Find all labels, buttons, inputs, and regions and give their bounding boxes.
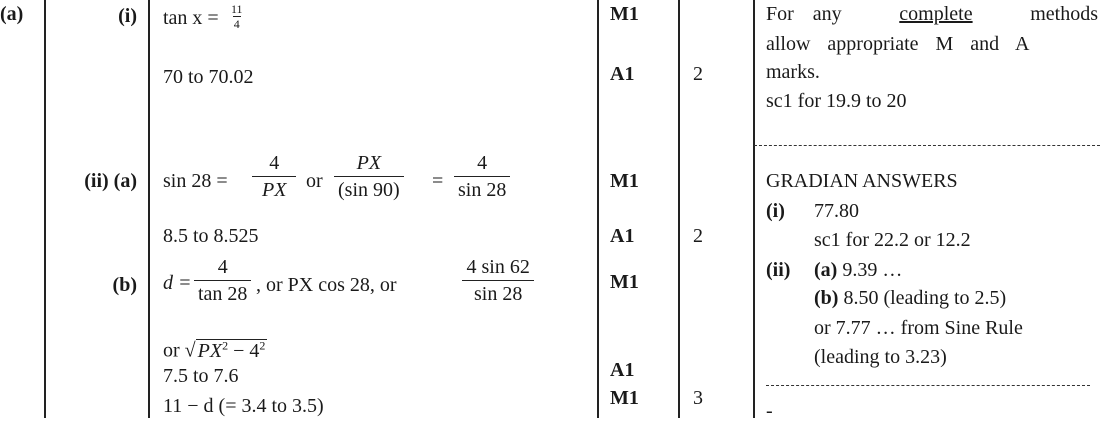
gradian-value: 9.39 …	[842, 259, 903, 281]
fraction-numerator: 11	[231, 2, 243, 16]
answer-ii-a: 8.5 to 8.525	[163, 225, 259, 247]
alternative-methods: , or PX cos 28, or	[256, 274, 397, 296]
fraction-denominator: PX	[252, 176, 297, 201]
dashed-divider	[754, 145, 1100, 146]
fraction-numerator: 4	[477, 152, 488, 174]
mark: M1	[610, 387, 639, 409]
guidance-text: For any	[766, 3, 842, 25]
fraction-numerator: PX	[356, 152, 382, 174]
guidance-line: sc1 for 19.9 to 20	[766, 90, 907, 112]
gradian-label-ii: (ii)	[766, 259, 791, 281]
column-divider	[597, 0, 599, 418]
gradian-value: 8.50 (leading to 2.5)	[843, 287, 1007, 309]
tan-lhs: tan x =	[163, 7, 219, 29]
column-divider	[678, 0, 680, 418]
fraction-denominator: 4	[232, 16, 241, 31]
gradian-value: 77.80	[814, 200, 859, 222]
mark: M1	[610, 170, 639, 192]
guidance-text: methods	[1030, 3, 1098, 25]
fraction-denominator: tan 28	[194, 280, 252, 305]
trailing-dash: -	[766, 400, 773, 422]
guidance-underlined: complete	[899, 3, 973, 25]
mark: M1	[610, 3, 639, 25]
sqrt-px: PX	[197, 339, 223, 362]
sqrt-expression: or √ PX2 − 42	[163, 334, 268, 362]
tan-fraction: 11 4	[230, 3, 244, 30]
gradian-title: GRADIAN ANSWERS	[766, 170, 958, 192]
gradian-line: (a) 9.39 …	[814, 259, 902, 281]
guidance-line: marks.	[766, 61, 820, 83]
column-divider	[148, 0, 150, 418]
question-label: (a)	[0, 3, 24, 25]
exponent: 2	[259, 338, 266, 352]
gradian-label-i: (i)	[766, 200, 785, 222]
total-marks: 3	[693, 387, 703, 409]
part-label-b: (b)	[112, 274, 137, 296]
gradian-value: sc1 for 22.2 or 12.2	[814, 229, 971, 251]
or-text: or	[163, 339, 180, 362]
gradian-label-b: (b)	[814, 287, 839, 309]
tan-equation: tan x =	[163, 7, 219, 29]
fraction-px-over-sin90: PX (sin 90)	[334, 152, 404, 201]
total-marks: 2	[693, 225, 703, 247]
equals-sign: =	[432, 170, 444, 192]
answer-ii-b: 7.5 to 7.6	[163, 365, 239, 387]
final-step: 11 − d (= 3.4 to 3.5)	[163, 395, 324, 417]
sqrt-minus-4: − 4	[228, 339, 260, 362]
fraction-denominator: (sin 90)	[334, 176, 404, 201]
mark: A1	[610, 359, 635, 381]
fraction-4sin62-over-sin28: 4 sin 62 sin 28	[462, 256, 535, 305]
mark: M1	[610, 271, 639, 293]
part-label-ii-a: (ii) (a)	[84, 170, 137, 192]
mark: A1	[610, 225, 635, 247]
or-text: or	[306, 170, 323, 192]
fraction-4-over-sin28: 4 sin 28	[454, 152, 511, 201]
d-lhs: d =	[163, 272, 192, 294]
total-marks: 2	[693, 63, 703, 85]
sqrt-icon: √	[184, 339, 196, 362]
fraction-numerator: 4	[217, 256, 228, 278]
sin-lhs: sin 28 =	[163, 170, 228, 192]
dashed-divider	[766, 385, 1090, 386]
part-label-i: (i)	[118, 5, 137, 27]
fraction-4-over-tan28: 4 tan 28	[194, 256, 252, 305]
column-divider	[44, 0, 46, 418]
gradian-value: or 7.77 … from Sine Rule	[814, 317, 1023, 339]
gradian-label-a: (a)	[814, 259, 838, 281]
fraction-numerator: 4	[269, 152, 280, 174]
mark: A1	[610, 63, 635, 85]
guidance-line: allow appropriate M and A	[766, 33, 1030, 55]
answer-i: 70 to 70.02	[163, 66, 254, 88]
gradian-value: (leading to 3.23)	[814, 346, 947, 368]
fraction-denominator: sin 28	[462, 280, 535, 305]
column-divider	[753, 0, 755, 418]
guidance-line: For any complete methods	[766, 3, 1098, 25]
fraction-4-over-px: 4 PX	[252, 152, 297, 201]
fraction-denominator: sin 28	[454, 176, 511, 201]
gradian-line: (b) 8.50 (leading to 2.5)	[814, 287, 1006, 309]
fraction-numerator: 4 sin 62	[466, 256, 530, 278]
exponent: 2	[222, 338, 229, 352]
